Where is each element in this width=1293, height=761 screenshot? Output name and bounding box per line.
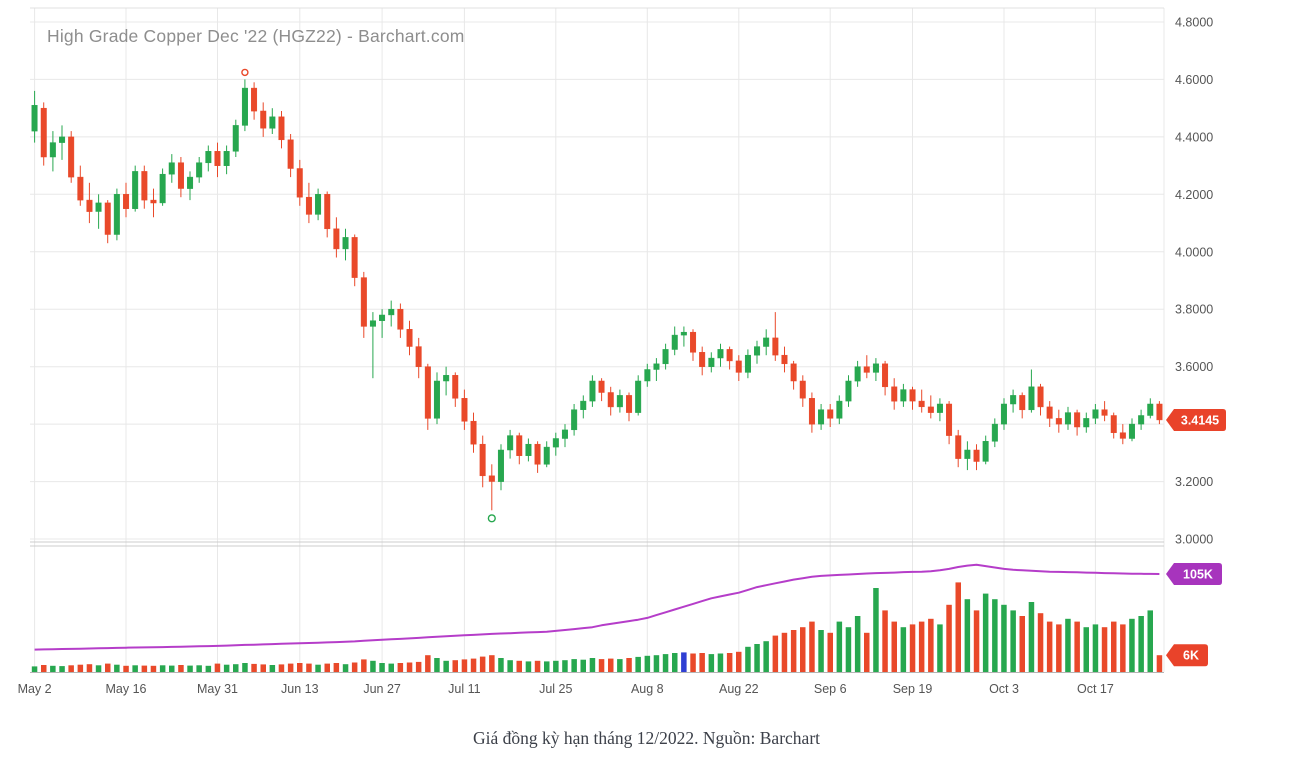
svg-text:Oct 3: Oct 3 xyxy=(989,682,1019,696)
svg-text:3.8000: 3.8000 xyxy=(1175,303,1213,317)
price-volume-chart[interactable]: 4.8000 4.6000 4.4000 4.2000 4.0000 3.8000 3.60… xyxy=(0,0,1293,706)
svg-text:105K: 105K xyxy=(1183,568,1213,582)
svg-text:Jun 13: Jun 13 xyxy=(281,682,319,696)
svg-text:Oct 17: Oct 17 xyxy=(1077,682,1114,696)
svg-text:Jun 27: Jun 27 xyxy=(363,682,401,696)
svg-text:Jul 25: Jul 25 xyxy=(539,682,572,696)
svg-text:6K: 6K xyxy=(1183,649,1199,663)
svg-text:3.4145: 3.4145 xyxy=(1181,413,1219,427)
svg-text:4.8000: 4.8000 xyxy=(1175,16,1213,30)
svg-text:Aug 8: Aug 8 xyxy=(631,682,664,696)
chart-title: High Grade Copper Dec '22 (HGZ22) - Barc… xyxy=(47,26,465,46)
svg-text:4.6000: 4.6000 xyxy=(1175,73,1213,87)
svg-text:3.6000: 3.6000 xyxy=(1175,360,1213,374)
svg-text:3.0000: 3.0000 xyxy=(1175,533,1213,547)
svg-text:4.2000: 4.2000 xyxy=(1175,188,1213,202)
svg-text:May 31: May 31 xyxy=(197,682,238,696)
svg-text:3.2000: 3.2000 xyxy=(1175,475,1213,489)
svg-text:Sep 6: Sep 6 xyxy=(814,682,847,696)
image-caption: Giá đồng kỳ hạn tháng 12/2022. Nguồn: Ba… xyxy=(472,728,821,748)
svg-text:May 16: May 16 xyxy=(106,682,147,696)
svg-text:Aug 22: Aug 22 xyxy=(719,682,759,696)
svg-text:Sep 19: Sep 19 xyxy=(893,682,933,696)
svg-text:4.0000: 4.0000 xyxy=(1175,245,1213,259)
svg-text:4.4000: 4.4000 xyxy=(1175,130,1213,144)
svg-text:May 2: May 2 xyxy=(18,682,52,696)
svg-text:Jul 11: Jul 11 xyxy=(448,682,480,696)
